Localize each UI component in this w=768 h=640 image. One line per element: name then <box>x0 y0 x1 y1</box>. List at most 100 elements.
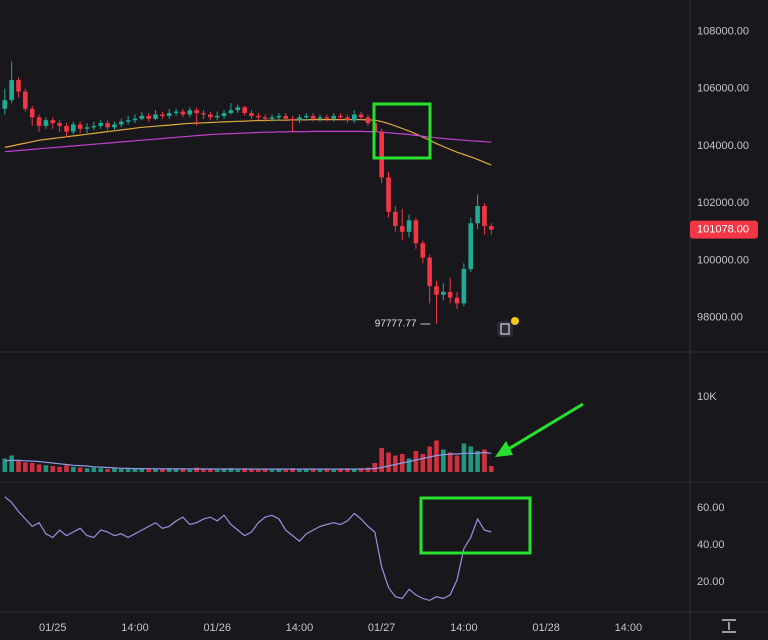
candle-body <box>194 110 199 114</box>
volume-bar <box>454 455 460 472</box>
candle-body <box>338 115 343 118</box>
y-tick-label: 104000.00 <box>697 140 749 152</box>
volume-bar <box>235 469 241 472</box>
candle-body <box>310 115 316 119</box>
volume-bar <box>482 449 487 472</box>
candle-body <box>36 117 42 126</box>
volume-bar <box>125 468 131 472</box>
candle-body <box>77 124 83 129</box>
volume-bar <box>208 469 213 472</box>
candle-body <box>249 113 254 116</box>
volume-bar <box>262 469 268 472</box>
scale-button[interactable] <box>722 619 736 633</box>
volume-bar <box>249 469 254 472</box>
volume-bar <box>23 462 28 472</box>
highlight-box <box>419 496 532 555</box>
volume-bar <box>29 463 35 472</box>
volume-bar <box>441 449 446 472</box>
candle-body <box>173 111 179 114</box>
candle-body <box>331 115 336 119</box>
volume-bar <box>331 469 336 472</box>
candle-body <box>461 269 467 304</box>
low-price-label: 97777.77 <box>375 319 417 330</box>
volume-bar <box>139 469 145 472</box>
volume-bar <box>345 468 350 472</box>
candle-body <box>139 115 145 119</box>
volume-bar <box>276 469 282 472</box>
candle-body <box>16 80 21 92</box>
volume-average <box>4 451 492 470</box>
y-tick-label: 100000.00 <box>697 254 749 266</box>
volume-bar <box>488 466 494 472</box>
volume-bar <box>64 465 69 472</box>
volume-bar <box>256 469 261 472</box>
candle-body <box>441 291 446 295</box>
volume-bar <box>36 464 42 472</box>
last-price-tag <box>690 220 758 239</box>
candle-body <box>303 115 309 118</box>
volume-bar <box>365 467 371 472</box>
volume-bar <box>406 458 412 472</box>
volume-bar <box>269 469 275 472</box>
volume-bar <box>146 468 151 472</box>
candle-body <box>262 117 268 119</box>
x-tick-label: 14:00 <box>450 622 478 634</box>
candle-body <box>91 125 97 128</box>
candle-body <box>365 117 371 124</box>
candle-body <box>214 115 220 118</box>
candle-body <box>112 124 117 128</box>
candle-body <box>475 206 480 224</box>
volume-bar <box>386 452 391 472</box>
volume-bar <box>180 469 186 472</box>
candle-body <box>201 113 206 115</box>
candle-body <box>235 107 241 111</box>
candle-body <box>256 115 261 118</box>
volume-bar <box>358 468 364 472</box>
volume-bar <box>468 446 474 472</box>
volume-bar <box>393 455 398 472</box>
candle-body <box>9 80 14 101</box>
volume-bar <box>420 454 426 472</box>
volume-bar <box>290 468 295 472</box>
candle-body <box>276 115 282 118</box>
candle-body <box>84 127 90 129</box>
volume-bar <box>310 469 316 472</box>
volume-bar <box>187 469 193 472</box>
x-tick-label: 01/25 <box>39 622 67 634</box>
candle-body <box>242 107 247 114</box>
candle-body <box>379 131 384 178</box>
candle-body <box>50 120 56 124</box>
volume-bar <box>221 469 227 472</box>
candle-body <box>228 110 234 114</box>
volume-bar <box>160 469 165 472</box>
volume-bar <box>132 469 138 472</box>
x-tick-label: 14:00 <box>121 622 149 634</box>
candle-body <box>208 114 213 118</box>
volume-bar <box>297 469 302 472</box>
y-tick-label: 20.00 <box>697 576 725 588</box>
candle-body <box>146 115 151 119</box>
candle-body <box>413 220 419 244</box>
candle-body <box>351 114 357 121</box>
volume-bar <box>228 468 234 472</box>
volume-bar <box>413 451 419 472</box>
candle-body <box>468 223 474 270</box>
candle-body <box>386 177 391 212</box>
y-tick-label: 10K <box>697 391 717 403</box>
volume-bar <box>153 469 158 472</box>
candle-body <box>118 121 124 125</box>
volume-bar <box>194 467 199 472</box>
x-tick-label: 14:00 <box>615 622 643 634</box>
candle-body <box>269 117 275 119</box>
volume-bar <box>427 446 432 472</box>
candle-body <box>324 117 330 119</box>
y-tick-label: 60.00 <box>697 502 725 514</box>
event-icon[interactable] <box>497 317 519 337</box>
rsi-line <box>4 496 492 602</box>
volume-bar <box>372 463 378 472</box>
candle-body <box>221 113 227 116</box>
volume-bar <box>173 469 179 472</box>
volume-bar <box>84 468 90 472</box>
candle-body <box>406 220 412 232</box>
